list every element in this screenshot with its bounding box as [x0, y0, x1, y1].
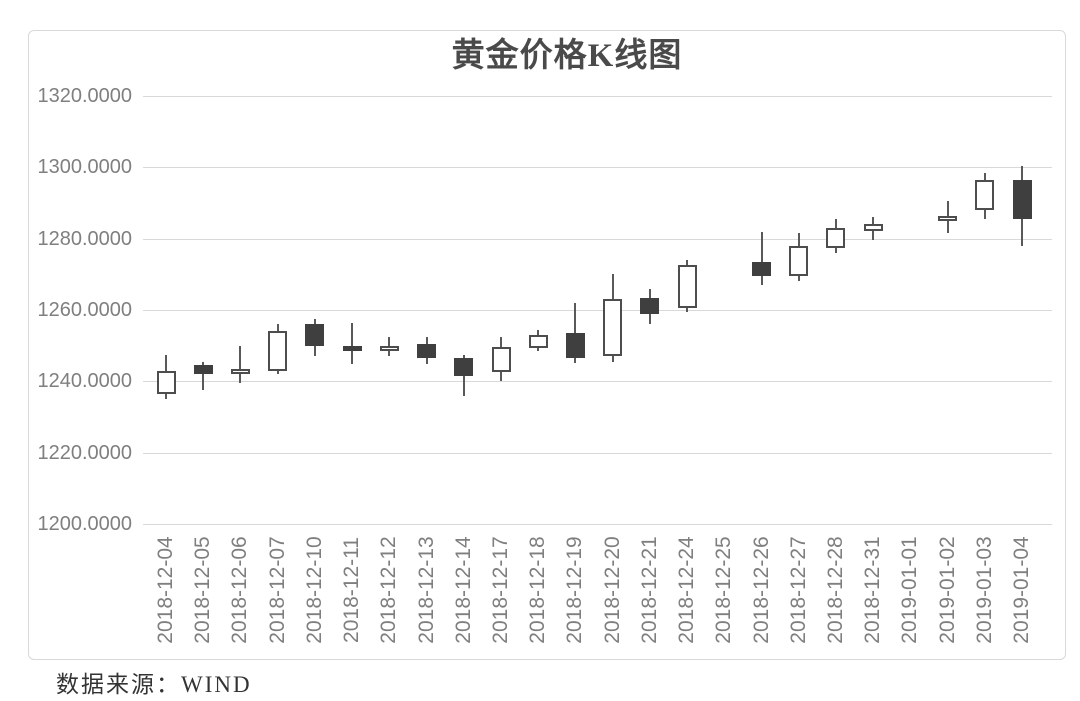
candle-bullish: [677, 265, 697, 309]
candle-bullish: [528, 335, 548, 348]
gridline: [143, 310, 1052, 311]
candle-wick: [760, 231, 763, 285]
candle-bearish: [565, 333, 585, 359]
x-axis-tick-label: 2019-01-04: [1010, 536, 1033, 644]
candle-bearish: [417, 343, 436, 359]
candle-wick: [351, 322, 354, 364]
candle-bullish: [826, 228, 846, 248]
x-axis-tick-label: 2018-12-17: [489, 536, 512, 644]
candle-bullish: [230, 368, 250, 375]
candle-bullish: [491, 347, 511, 373]
x-axis-tick-label: 2019-01-03: [972, 536, 996, 644]
gridline: [143, 524, 1052, 525]
gridline: [143, 167, 1052, 169]
y-axis-tick-label: 1200.0000: [37, 513, 132, 535]
candle-bullish: [789, 245, 809, 277]
gridline: [143, 381, 1052, 383]
candle-bullish: [975, 179, 995, 211]
x-axis-tick-label: 2018-12-10: [302, 536, 326, 644]
candle-bearish: [752, 261, 771, 277]
x-axis-tick-label: 2018-12-12: [377, 536, 401, 644]
x-axis-tick-label: 2018-12-19: [563, 536, 587, 644]
candle-bearish: [342, 345, 362, 352]
gridline: [143, 238, 1052, 240]
gridline: [143, 452, 1052, 454]
x-axis-tick-label: 2019-01-02: [935, 536, 959, 644]
x-axis-tick-label: 2018-12-14: [451, 536, 475, 644]
x-axis-tick-label: 2018-12-13: [414, 536, 438, 644]
x-axis-tick-label: 2018-12-24: [675, 536, 698, 644]
x-axis-tick-label: 2018-12-25: [712, 536, 736, 644]
chart-title: 黄金价格K线图: [451, 38, 683, 74]
y-axis-tick-label: 1260.0000: [37, 299, 132, 321]
candle-bullish: [938, 215, 958, 221]
y-axis-tick-label: 1320.0000: [37, 85, 132, 107]
x-axis-tick-label: 2018-12-18: [526, 536, 550, 644]
candle-bullish: [268, 331, 288, 371]
candle-bullish: [156, 370, 176, 394]
x-axis-tick-label: 2018-12-04: [154, 536, 177, 644]
candle-bullish: [379, 345, 399, 352]
x-axis-tick-label: 2018-12-27: [786, 536, 810, 644]
x-axis-tick-label: 2018-12-21: [637, 536, 661, 644]
candle-bearish: [305, 324, 325, 346]
x-axis-tick-label: 2018-12-31: [861, 536, 885, 644]
candle-bearish: [193, 365, 213, 375]
y-axis-tick-label: 1280.0000: [37, 227, 132, 250]
y-axis-tick-label: 1300.0000: [37, 156, 132, 179]
candle-bearish: [640, 297, 660, 314]
x-axis-tick-label: 2018-12-07: [265, 536, 289, 644]
x-axis-tick-label: 2018-12-20: [600, 536, 624, 644]
x-axis-tick-label: 2018-12-06: [228, 536, 252, 644]
y-axis-tick-label: 1220.0000: [37, 441, 132, 464]
gridline: [143, 96, 1052, 97]
data-source-label: 数据来源：WIND: [56, 672, 252, 697]
x-axis-tick-label: 2019-01-01: [898, 536, 922, 644]
candle-bearish: [454, 358, 474, 376]
x-axis-tick-label: 2018-12-28: [823, 536, 847, 644]
candle-wick: [239, 345, 242, 384]
candle-bullish: [603, 299, 623, 357]
x-axis-tick-label: 2018-12-26: [749, 536, 773, 644]
x-axis-tick-label: 2018-12-11: [340, 537, 364, 643]
y-axis-tick-label: 1240.0000: [37, 370, 132, 393]
candle-wick: [202, 361, 205, 391]
candle-bearish: [1012, 179, 1032, 219]
candle-bullish: [863, 224, 883, 232]
x-axis-tick-label: 2018-12-05: [191, 536, 215, 644]
